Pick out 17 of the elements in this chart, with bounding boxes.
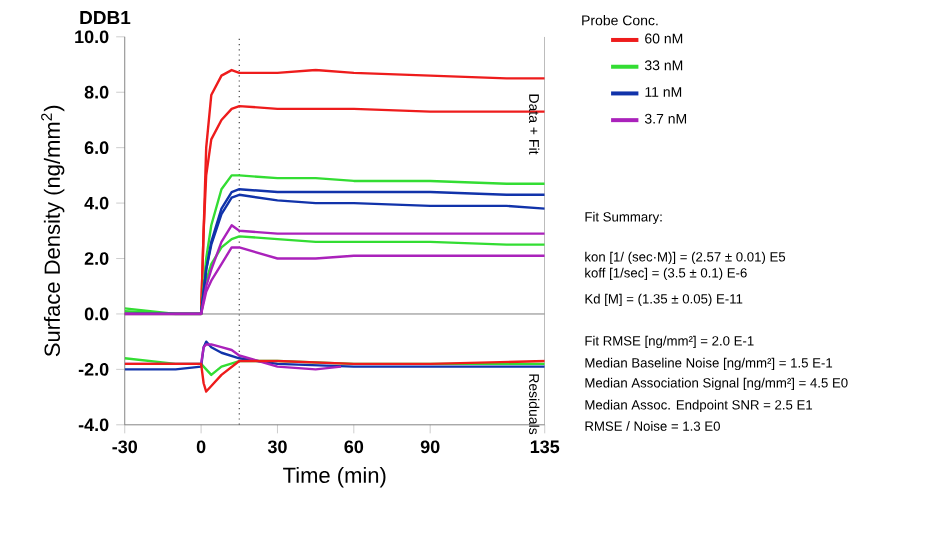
y-tick-label: 0.0 — [84, 307, 109, 321]
x-axis-title: Time (min) — [283, 466, 386, 488]
chart-title: DDB1 — [80, 11, 131, 25]
x-tick-label: 0 — [196, 440, 206, 454]
y-tick-label: 8.0 — [84, 85, 109, 99]
x-tick-label: 60 — [344, 440, 364, 454]
x-tick-label: 30 — [267, 440, 287, 454]
x-tick-label: 135 — [530, 440, 560, 454]
y-axis-title: Surface Density (ng/mm$^{2}$) — [41, 105, 65, 357]
y-tick-label: 2.0 — [84, 252, 109, 265]
y-tick-label: 6.0 — [84, 141, 109, 155]
x-tick-label: 90 — [420, 440, 440, 454]
y-tick-label: 4.0 — [84, 196, 109, 210]
x-tick-label: -30 — [112, 440, 138, 454]
y-tick-label: -4.0 — [78, 418, 109, 432]
y-tick-label: -2.0 — [78, 362, 109, 376]
y-tick-label: 10.0 — [75, 30, 109, 44]
